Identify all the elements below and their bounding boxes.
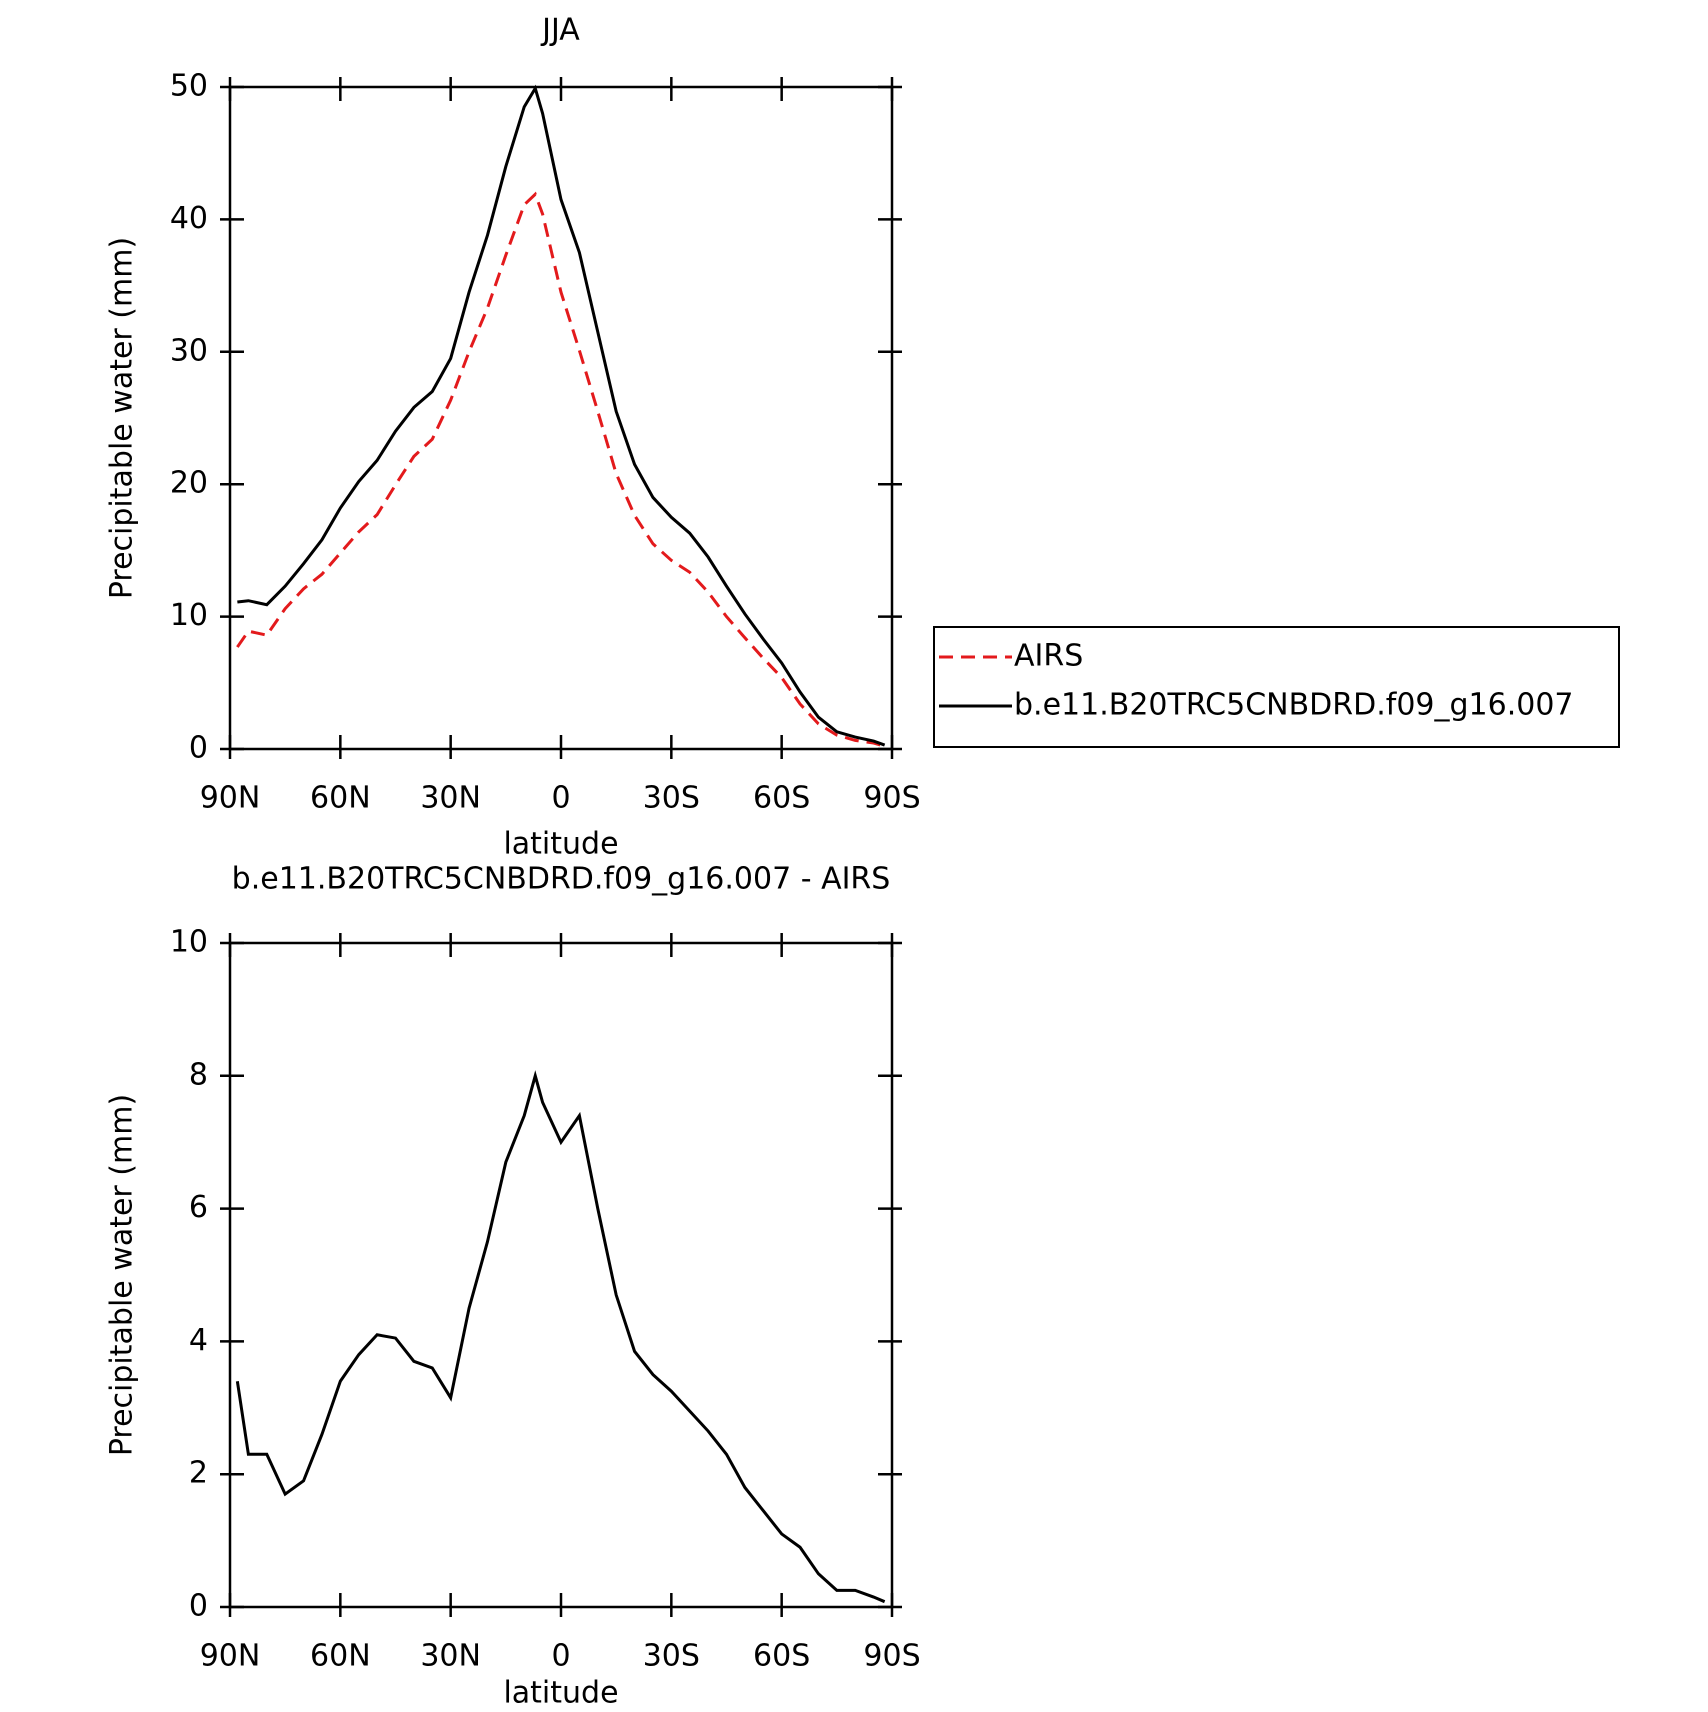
- y-tick-label: 0: [189, 731, 208, 766]
- x-tick-label: 30S: [643, 1639, 700, 1674]
- chart-title: JJA: [540, 13, 580, 48]
- y-tick-label: 0: [189, 1589, 208, 1624]
- y-tick-label: 40: [170, 201, 208, 236]
- legend-label: b.e11.B20TRC5CNBDRD.f09_g16.007: [1014, 688, 1574, 723]
- y-tick-label: 4: [189, 1323, 208, 1358]
- x-tick-label: 60N: [310, 1639, 371, 1674]
- y-tick-label: 2: [189, 1456, 208, 1491]
- x-tick-label: 30S: [643, 781, 700, 816]
- y-tick-label: 30: [170, 333, 208, 368]
- series-line: [236, 191, 886, 748]
- x-axis-label: latitude: [503, 827, 618, 862]
- x-tick-label: 90S: [863, 781, 920, 816]
- y-axis-label: Precipitable water (mm): [105, 1094, 140, 1456]
- x-axis-label: latitude: [503, 1676, 618, 1709]
- y-tick-label: 10: [170, 925, 208, 960]
- y-axis-label: Precipitable water (mm): [105, 237, 140, 599]
- legend: AIRS b.e11.B20TRC5CNBDRD.f09_g16.007: [933, 626, 1620, 748]
- x-tick-label: 30N: [420, 781, 481, 816]
- x-tick-label: 60N: [310, 781, 371, 816]
- x-tick-label: 90S: [863, 1639, 920, 1674]
- x-tick-label: 90N: [200, 1639, 261, 1674]
- y-tick-label: 20: [170, 466, 208, 501]
- y-tick-label: 10: [170, 598, 208, 633]
- x-tick-label: 0: [551, 781, 570, 816]
- x-tick-label: 90N: [200, 781, 261, 816]
- y-tick-label: 8: [189, 1057, 208, 1092]
- x-tick-label: 60S: [753, 1639, 810, 1674]
- x-tick-label: 0: [551, 1639, 570, 1674]
- chart-title: b.e11.B20TRC5CNBDRD.f09_g16.007 - AIRS: [232, 862, 891, 897]
- x-tick-label: 60S: [753, 781, 810, 816]
- plot-frame: [228, 941, 894, 1609]
- x-tick-label: 30N: [420, 1639, 481, 1674]
- series-line: [237, 84, 886, 747]
- legend-label: AIRS: [1014, 639, 1083, 674]
- plot-frame: [228, 85, 894, 751]
- series-line: [235, 1070, 886, 1604]
- y-tick-label: 50: [170, 69, 208, 104]
- legend-box: [933, 626, 1620, 748]
- y-tick-label: 6: [189, 1190, 208, 1225]
